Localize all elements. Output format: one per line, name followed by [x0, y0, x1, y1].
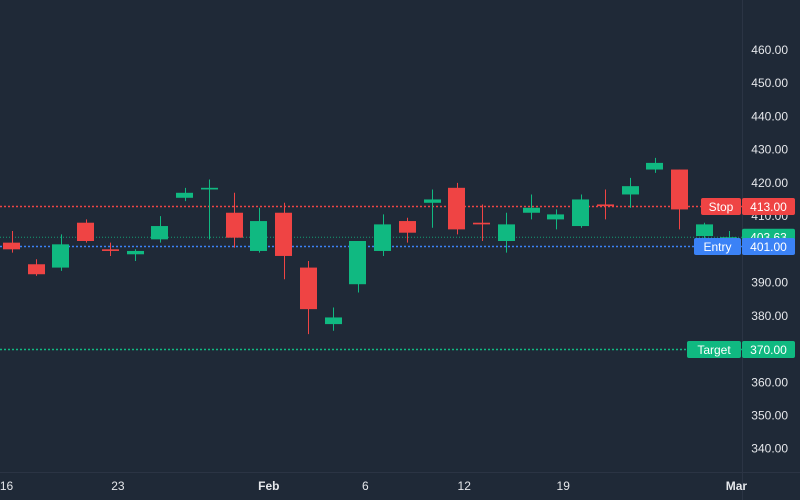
- candle[interactable]: [201, 179, 218, 240]
- price-tick-label: 460.00: [751, 43, 788, 57]
- candle[interactable]: [3, 231, 20, 253]
- candle-body: [399, 221, 416, 233]
- candle[interactable]: [646, 157, 663, 173]
- candle[interactable]: [622, 177, 639, 208]
- candle[interactable]: [597, 189, 614, 220]
- price-tick-label: 420.00: [751, 176, 788, 190]
- candles-layer: [3, 157, 737, 335]
- price-tick-label: 390.00: [751, 276, 788, 290]
- candle[interactable]: [151, 216, 168, 243]
- price-tick-label: 440.00: [751, 109, 788, 123]
- candle-body: [597, 204, 614, 207]
- entry-name-badge-text: Entry: [703, 240, 731, 254]
- price-tick-label: 430.00: [751, 143, 788, 157]
- candle[interactable]: [52, 234, 69, 271]
- candle-body: [300, 267, 317, 310]
- candle[interactable]: [374, 214, 391, 256]
- candle-body: [325, 317, 342, 325]
- candle-body: [226, 212, 243, 238]
- target-name-badge-bg: [687, 341, 741, 358]
- time-tick-label: Feb: [258, 479, 279, 493]
- candle-body: [102, 249, 119, 251]
- candle-body: [547, 214, 564, 220]
- stop-price-badge: 413.00: [742, 198, 795, 215]
- candle[interactable]: [448, 182, 465, 235]
- candle[interactable]: [473, 204, 490, 241]
- candle[interactable]: [28, 259, 45, 276]
- entry-price-badge: 401.00: [742, 238, 795, 255]
- candle[interactable]: [696, 222, 713, 241]
- candle-body: [3, 242, 20, 250]
- time-tick-label: Mar: [726, 479, 748, 493]
- candle-body: [374, 224, 391, 251]
- candle-body: [151, 226, 168, 240]
- target-name-badge-text: Target: [697, 343, 731, 357]
- target-name-badge: Target: [687, 341, 741, 358]
- candle-body: [424, 199, 441, 203]
- candle-body: [176, 192, 193, 198]
- time-tick-label: 16: [0, 479, 14, 493]
- candle[interactable]: [300, 260, 317, 335]
- price-tick-label: 340.00: [751, 442, 788, 456]
- time-tick-label: 23: [111, 479, 125, 493]
- candle-body: [201, 187, 218, 190]
- candle[interactable]: [399, 217, 416, 243]
- candle-body: [696, 224, 713, 237]
- candle[interactable]: [226, 192, 243, 248]
- price-levels-layer: [0, 205, 742, 351]
- candle-body: [448, 187, 465, 230]
- candle-body: [523, 207, 540, 213]
- candle-body: [473, 222, 490, 225]
- candle-body: [28, 264, 45, 275]
- candle[interactable]: [250, 207, 267, 253]
- price-tick-label: 350.00: [751, 408, 788, 422]
- target-price-badge-bg: [742, 341, 795, 358]
- entry-price-badge-text: 401.00: [750, 240, 787, 254]
- candle[interactable]: [547, 209, 564, 230]
- stop-name-badge: Stop: [701, 198, 741, 215]
- entry-name-badge: Entry: [694, 238, 741, 255]
- candle-body: [622, 186, 639, 195]
- candle-body: [671, 169, 688, 210]
- stop-name-badge-bg: [701, 198, 741, 215]
- price-tick-label: 380.00: [751, 309, 788, 323]
- candle-body: [349, 241, 366, 285]
- target-price-badge-text: 370.00: [750, 343, 787, 357]
- time-tick-label: 12: [458, 479, 472, 493]
- candle-body: [127, 250, 144, 255]
- stop-price-badge-bg: [742, 198, 795, 215]
- candle[interactable]: [77, 219, 94, 243]
- candle[interactable]: [102, 242, 119, 256]
- candle-body: [498, 224, 515, 241]
- candle[interactable]: [671, 169, 688, 230]
- stop-name-badge-text: Stop: [709, 200, 734, 214]
- candle[interactable]: [275, 202, 292, 280]
- target-price-badge: 370.00: [742, 341, 795, 358]
- time-tick-label: 6: [362, 479, 369, 493]
- stop-price-badge-text: 413.00: [750, 200, 787, 214]
- entry-name-badge-bg: [694, 238, 741, 255]
- candle-body: [52, 244, 69, 268]
- candle[interactable]: [325, 307, 342, 331]
- candle-body: [646, 162, 663, 170]
- candle-body: [275, 212, 292, 256]
- candle[interactable]: [572, 194, 589, 228]
- price-tick-label: 450.00: [751, 76, 788, 90]
- candle[interactable]: [424, 189, 441, 228]
- candle[interactable]: [127, 249, 144, 261]
- price-tick-label: 360.00: [751, 375, 788, 389]
- candle[interactable]: [523, 194, 540, 220]
- candle-body: [572, 199, 589, 227]
- candle-body: [77, 222, 94, 241]
- entry-price-badge-bg: [742, 238, 795, 255]
- candle[interactable]: [176, 187, 193, 202]
- candle[interactable]: [349, 241, 366, 293]
- candle-body: [250, 221, 267, 251]
- time-axis[interactable]: 16 23 Feb 6 12 19 Mar: [0, 472, 800, 494]
- candle[interactable]: [498, 212, 515, 253]
- time-tick-label: 19: [557, 479, 571, 493]
